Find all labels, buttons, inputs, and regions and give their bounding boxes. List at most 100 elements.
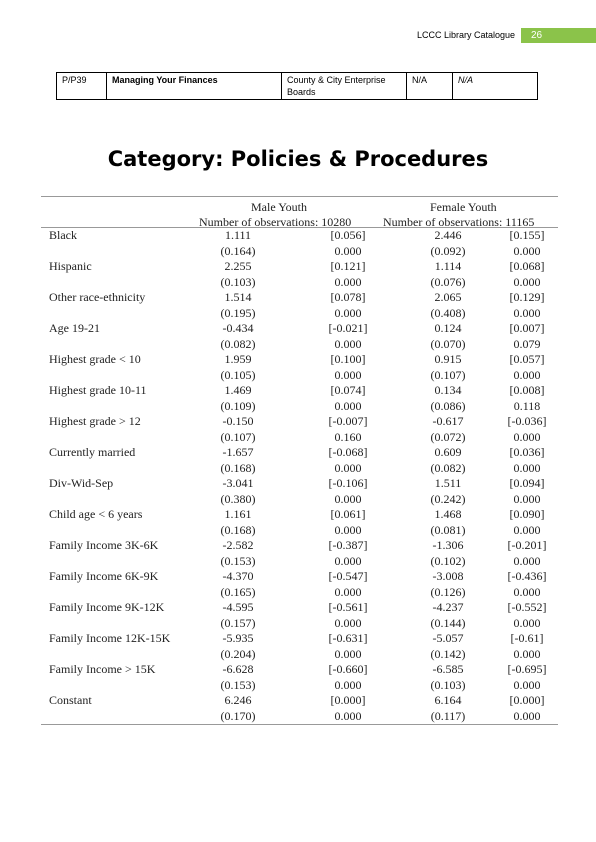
table-row: Highest grade 10-11 1.469 [0.074] (0.109) 0.…: [41, 383, 558, 414]
female-coefficient: 1.468: [434, 507, 462, 521]
male-coefficient: -5.935: [222, 631, 254, 645]
male-coefficient: -4.595: [222, 600, 254, 614]
female-coefficient: -1.306: [432, 538, 464, 552]
table-row: Child age < 6 years 1.161 [0.061] (0.168) 0.…: [41, 507, 558, 538]
male-coefficient: -1.657: [222, 445, 254, 459]
row-label: Highest grade < 10: [49, 352, 141, 366]
catalog-format: N/A: [406, 72, 453, 100]
female-coefficient: -5.057: [432, 631, 464, 645]
row-label: Currently married: [49, 445, 136, 459]
female-standard-error: (0.092): [430, 243, 466, 258]
row-label: Family Income 12K-15K: [49, 631, 171, 645]
catalog-status: N/A: [452, 72, 538, 100]
male-coefficient: 2.255: [224, 259, 252, 273]
male-coefficient: 6.246: [224, 693, 252, 707]
female-standard-error: (0.142): [430, 646, 466, 661]
page-header: LCCC Library Catalogue 26: [0, 28, 596, 44]
female-coefficient: 6.164: [434, 693, 462, 707]
row-label: Family Income 3K-6K: [49, 538, 159, 552]
male-standard-error: (0.380): [220, 491, 256, 506]
male-standard-error: (0.195): [220, 305, 256, 320]
row-label: Child age < 6 years: [49, 507, 143, 521]
male-p-value: 0.000: [334, 615, 362, 630]
header-title: LCCC Library Catalogue: [416, 30, 515, 40]
male-p-value: 0.000: [334, 553, 362, 568]
male-coefficient: -4.370: [222, 569, 254, 583]
female-coefficient: 0.134: [434, 383, 462, 397]
table-row: Currently married -1.657 [-0.068] (0.168) 0.…: [41, 445, 558, 476]
row-label: Constant: [49, 693, 92, 707]
table-body: Black 1.111 [0.056] (0.164) 0.000 2.446 [0.155…: [41, 228, 558, 724]
female-coefficient: 0.124: [434, 321, 462, 335]
female-marginal-effect: [0.129]: [509, 290, 545, 304]
male-coefficient: 1.514: [224, 290, 252, 304]
male-p-value: 0.000: [334, 398, 362, 413]
row-label: Hispanic: [49, 259, 92, 273]
female-p-value: 0.000: [513, 491, 541, 506]
female-standard-error: (0.117): [430, 708, 466, 723]
male-marginal-effect: [-0.547]: [328, 569, 368, 583]
female-coefficient: 2.446: [434, 228, 462, 242]
row-label: Div-Wid-Sep: [49, 476, 114, 490]
catalog-entry-table: P/P39 Managing Your Finances County & Ci…: [56, 72, 538, 100]
female-standard-error: (0.102): [430, 553, 466, 568]
table-row: Family Income > 15K -6.628 [-0.660] (0.153)…: [41, 662, 558, 693]
male-coefficient: 1.111: [224, 228, 252, 242]
table-row: Hispanic 2.255 [0.121] (0.103) 0.000 1.114 [0.…: [41, 259, 558, 290]
female-coefficient: 2.065: [434, 290, 462, 304]
female-standard-error: (0.076): [430, 274, 466, 289]
male-coefficient: -2.582: [222, 538, 254, 552]
male-standard-error: (0.168): [220, 522, 256, 537]
male-p-value: 0.000: [334, 677, 362, 692]
catalog-entry-row: P/P39 Managing Your Finances County & Ci…: [56, 72, 538, 100]
female-coefficient: -6.585: [432, 662, 464, 676]
female-marginal-effect: [0.000]: [509, 693, 545, 707]
male-standard-error: (0.105): [220, 367, 256, 382]
table-top-rule: [41, 196, 558, 197]
male-standard-error: (0.168): [220, 460, 256, 475]
male-marginal-effect: [-0.631]: [328, 631, 368, 645]
female-coefficient: 0.609: [434, 445, 462, 459]
male-marginal-effect: [0.100]: [330, 352, 366, 366]
female-marginal-effect: [-0.552]: [507, 600, 547, 614]
female-marginal-effect: [0.008]: [509, 383, 545, 397]
table-row: Black 1.111 [0.056] (0.164) 0.000 2.446 [0.155…: [41, 228, 558, 259]
female-coefficient: -0.617: [432, 414, 464, 428]
female-p-value: 0.000: [513, 367, 541, 382]
female-p-value: 0.000: [513, 553, 541, 568]
male-marginal-effect: [-0.068]: [328, 445, 368, 459]
male-p-value: 0.000: [334, 367, 362, 382]
male-marginal-effect: [-0.660]: [328, 662, 368, 676]
table-row: Highest grade > 12 -0.150 [-0.007] (0.107) 0…: [41, 414, 558, 445]
male-marginal-effect: [-0.106]: [328, 476, 368, 490]
male-p-value: 0.000: [334, 460, 362, 475]
female-p-value: 0.000: [513, 646, 541, 661]
female-standard-error: (0.081): [430, 522, 466, 537]
female-marginal-effect: [0.057]: [509, 352, 545, 366]
male-marginal-effect: [0.121]: [330, 259, 366, 273]
catalog-title: Managing Your Finances: [106, 72, 282, 100]
female-standard-error: (0.126): [430, 584, 466, 599]
row-label: Family Income 9K-12K: [49, 600, 165, 614]
female-p-value: 0.118: [513, 398, 541, 413]
male-p-value: 0.160: [334, 429, 362, 444]
male-standard-error: (0.153): [220, 677, 256, 692]
female-marginal-effect: [-0.61]: [510, 631, 544, 645]
female-standard-error: (0.242): [430, 491, 466, 506]
male-marginal-effect: [0.061]: [330, 507, 366, 521]
male-p-value: 0.000: [334, 708, 362, 723]
table-row: Highest grade < 10 1.959 [0.100] (0.105) 0.0…: [41, 352, 558, 383]
male-standard-error: (0.165): [220, 584, 256, 599]
female-standard-error: (0.107): [430, 367, 466, 382]
female-marginal-effect: [-0.436]: [507, 569, 547, 583]
female-p-value: 0.000: [513, 615, 541, 630]
male-marginal-effect: [0.056]: [330, 228, 366, 242]
table-row: Other race-ethnicity 1.514 [0.078] (0.195) 0…: [41, 290, 558, 321]
male-standard-error: (0.082): [220, 336, 256, 351]
female-marginal-effect: [0.007]: [509, 321, 545, 335]
page-number-badge: 26: [521, 28, 596, 43]
male-coefficient: -0.434: [222, 321, 254, 335]
female-p-value: 0.000: [513, 584, 541, 599]
male-coefficient: 1.161: [224, 507, 252, 521]
male-standard-error: (0.153): [220, 553, 256, 568]
